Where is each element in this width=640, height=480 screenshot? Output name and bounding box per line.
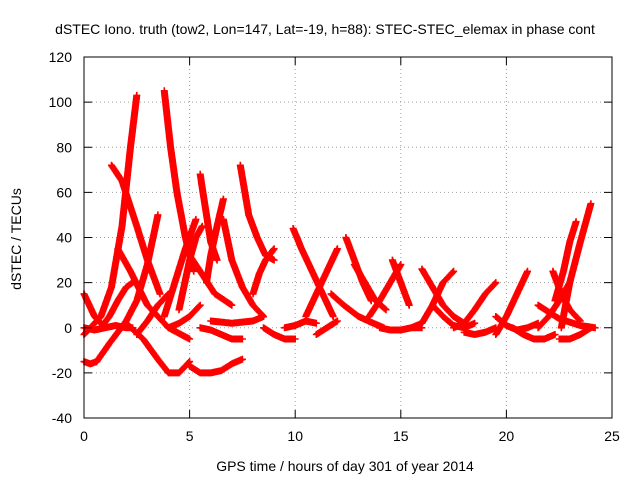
series-markers bbox=[249, 245, 278, 298]
series-arc-26 bbox=[281, 317, 320, 332]
series-markers bbox=[165, 301, 204, 332]
series-markers bbox=[557, 200, 595, 332]
series-arc-36 bbox=[418, 265, 468, 327]
series-markers bbox=[312, 317, 341, 338]
series-arc-24 bbox=[260, 324, 299, 343]
x-tick-label: 0 bbox=[80, 428, 88, 444]
series-arc-28 bbox=[312, 317, 341, 338]
series-markers bbox=[260, 324, 299, 343]
series-markers bbox=[186, 355, 246, 377]
x-tick-label: 10 bbox=[287, 428, 303, 444]
series-arc-19 bbox=[196, 324, 246, 343]
series-arc-48 bbox=[534, 301, 599, 332]
series-markers bbox=[281, 317, 320, 332]
plot-area bbox=[80, 87, 599, 377]
series-arc-46 bbox=[551, 218, 580, 305]
series-arc-38 bbox=[450, 279, 500, 332]
series-arc-18 bbox=[181, 245, 236, 309]
series-arc-45 bbox=[557, 200, 595, 332]
series-markers bbox=[509, 324, 559, 343]
series-markers bbox=[97, 279, 137, 332]
y-tick-label: 120 bbox=[49, 49, 73, 65]
y-tick-label: -20 bbox=[52, 365, 72, 381]
x-tick-label: 15 bbox=[393, 428, 409, 444]
y-tick-label: 40 bbox=[56, 230, 72, 246]
series-markers bbox=[196, 324, 246, 343]
y-tick-label: 100 bbox=[49, 94, 73, 110]
series-arc-20 bbox=[219, 215, 267, 320]
y-tick-label: 80 bbox=[56, 139, 72, 155]
series-arc-6 bbox=[97, 279, 137, 332]
y-axis-label: dSTEC / TECUs bbox=[8, 188, 24, 290]
series-markers bbox=[181, 245, 236, 309]
series-markers bbox=[388, 256, 413, 309]
series-markers bbox=[133, 290, 172, 338]
y-tick-label: 20 bbox=[56, 275, 72, 291]
series-markers bbox=[108, 161, 164, 298]
chart-title: dSTEC Iono. truth (tow2, Lon=147, Lat=-1… bbox=[55, 21, 595, 37]
series-arc-15 bbox=[186, 355, 246, 377]
series-markers bbox=[534, 301, 599, 332]
series-arc-34 bbox=[388, 256, 413, 309]
x-tick-label: 20 bbox=[499, 428, 515, 444]
axis-ticks: -40 -20 0 20 40 60 80 100 120 0 5 10 15 20 25 bbox=[49, 49, 620, 444]
series-markers bbox=[450, 279, 500, 332]
series-arc-39 bbox=[460, 324, 500, 338]
series-markers bbox=[122, 319, 194, 377]
x-tick-label: 5 bbox=[186, 428, 194, 444]
series-arc-10 bbox=[133, 290, 172, 338]
series-markers bbox=[207, 313, 267, 327]
series-markers bbox=[219, 215, 267, 320]
series-arc-7 bbox=[108, 161, 164, 298]
y-tick-label: 0 bbox=[64, 320, 72, 336]
series-markers bbox=[302, 245, 341, 320]
y-tick-label: -40 bbox=[52, 410, 72, 426]
series-arc-27 bbox=[302, 245, 341, 320]
series-markers bbox=[551, 218, 580, 305]
series-arc-22 bbox=[207, 313, 267, 327]
series-arc-23 bbox=[249, 245, 278, 298]
series-arc-42 bbox=[509, 324, 559, 343]
y-tick-label: 60 bbox=[56, 184, 72, 200]
series-markers bbox=[327, 290, 388, 332]
series-arc-14 bbox=[165, 301, 204, 332]
series-arc-9 bbox=[122, 319, 194, 377]
series-arc-29 bbox=[327, 290, 388, 332]
series-markers bbox=[460, 324, 500, 338]
series-markers bbox=[418, 265, 468, 327]
x-tick-label: 25 bbox=[604, 428, 620, 444]
x-axis-label: GPS time / hours of day 301 of year 2014 bbox=[216, 458, 474, 474]
